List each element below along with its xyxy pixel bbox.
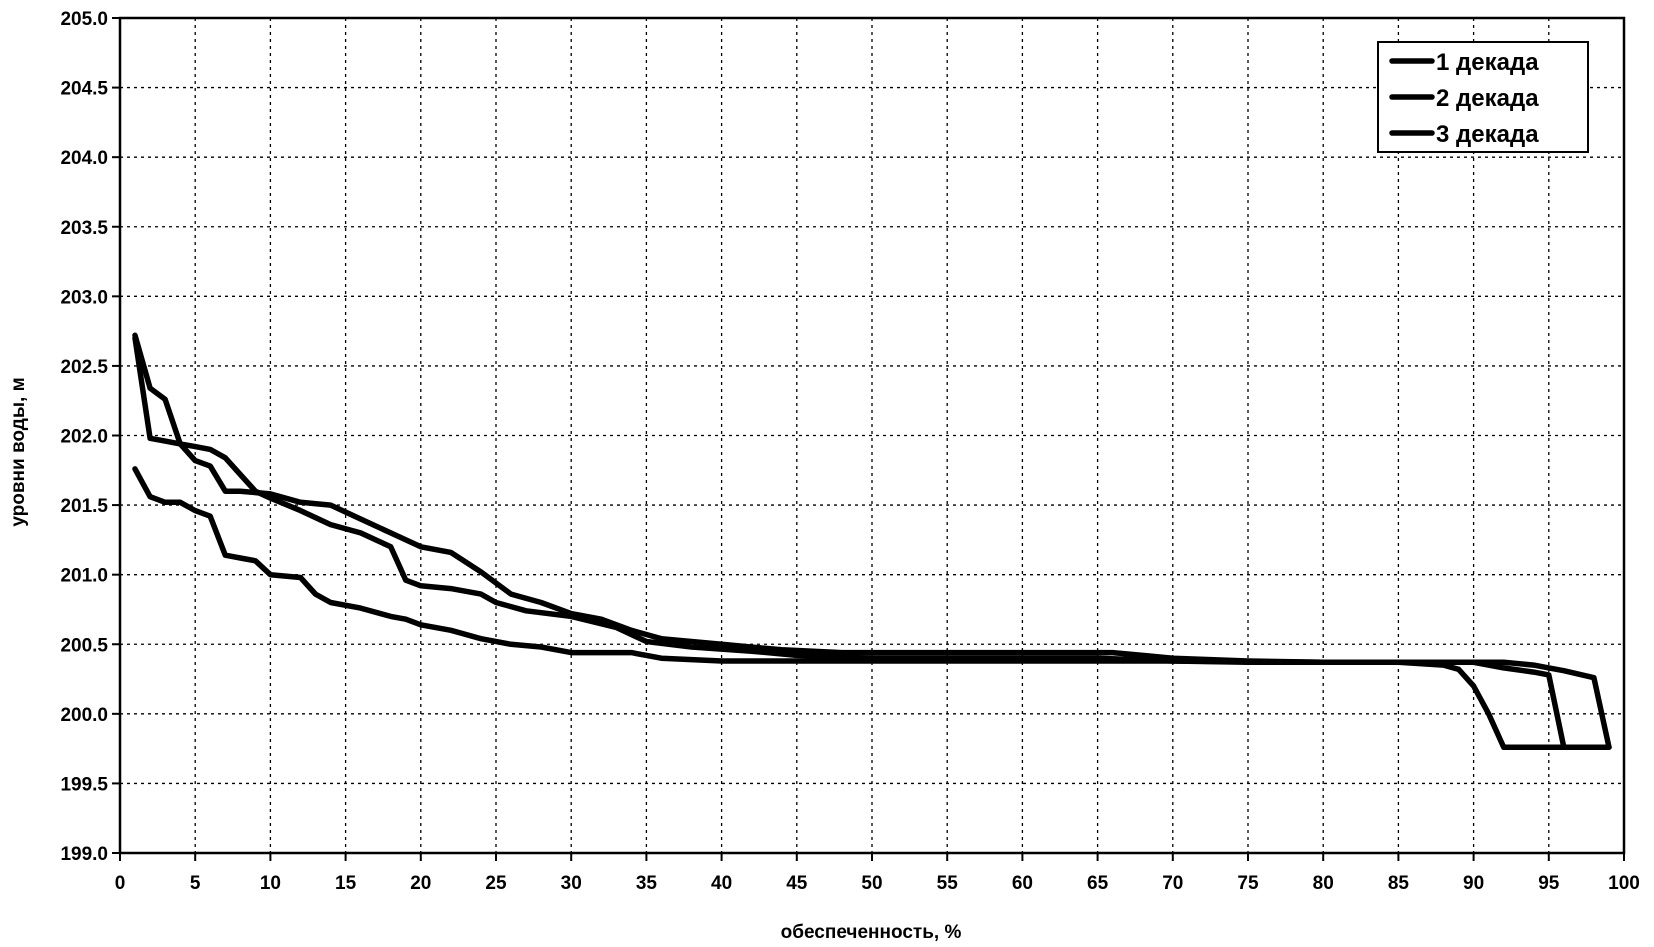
y-axis-title: уровни воды, м — [8, 377, 29, 526]
x-tick-label: 100 — [1608, 873, 1640, 894]
x-tick-label: 5 — [190, 873, 201, 894]
x-tick-label: 50 — [861, 873, 882, 894]
y-tick-labels: 205.0 204.5 204.0 203.5 203.0 202.5 202.0 201.5… — [60, 9, 108, 865]
x-tick-label: 40 — [711, 873, 732, 894]
legend-label: 2 декада — [1436, 85, 1539, 112]
x-tick-label: 25 — [485, 873, 507, 894]
y-tick-label: 201.0 — [60, 566, 108, 587]
y-tick-label: 199.5 — [60, 774, 108, 795]
y-tick-label: 200.0 — [60, 705, 108, 726]
legend-label: 1 декада — [1436, 49, 1539, 76]
legend-label: 3 декада — [1436, 121, 1539, 148]
x-tick-label: 75 — [1237, 873, 1259, 894]
x-tick-label: 0 — [115, 873, 126, 894]
x-tick-label: 65 — [1087, 873, 1109, 894]
x-tick-label: 15 — [335, 873, 357, 894]
y-tick-label: 204.0 — [60, 148, 108, 169]
x-tick-labels: 0 5 10 15 20 25 30 35 40 45 50 55 60 65 70 75 80 85 90 95 10… — [115, 873, 1640, 894]
x-tick-label: 20 — [410, 873, 431, 894]
x-tick-label: 55 — [937, 873, 959, 894]
legend: 1 декада 2 декада 3 декада — [1377, 41, 1589, 153]
grid — [120, 18, 1624, 853]
x-axis-title: обеспеченность, % — [781, 922, 962, 943]
y-tick-label: 205.0 — [60, 9, 108, 30]
y-tick-label: 199.0 — [60, 844, 108, 865]
x-tick-label: 90 — [1463, 873, 1484, 894]
y-tick-label: 201.5 — [60, 496, 108, 517]
x-tick-label: 70 — [1162, 873, 1183, 894]
y-tick-label: 202.0 — [60, 427, 108, 448]
x-tick-label: 45 — [786, 873, 808, 894]
series-line-1 — [132, 335, 1567, 750]
x-tick-label: 60 — [1012, 873, 1033, 894]
x-tick-label: 10 — [260, 873, 281, 894]
series-lines — [132, 332, 1612, 750]
x-tick-label: 80 — [1313, 873, 1334, 894]
plot-frame — [118, 16, 1626, 855]
axes — [112, 16, 1626, 861]
x-tick-label: 95 — [1538, 873, 1560, 894]
x-tick-label: 30 — [561, 873, 582, 894]
x-tick-label: 85 — [1388, 873, 1410, 894]
y-tick-label: 203.5 — [60, 218, 108, 239]
y-tick-label: 200.5 — [60, 635, 108, 656]
series-line-3 — [132, 466, 1612, 750]
y-tick-label: 204.5 — [60, 79, 108, 100]
y-tick-label: 203.0 — [60, 287, 108, 308]
y-tick-label: 202.5 — [60, 357, 108, 378]
x-tick-label: 35 — [636, 873, 658, 894]
